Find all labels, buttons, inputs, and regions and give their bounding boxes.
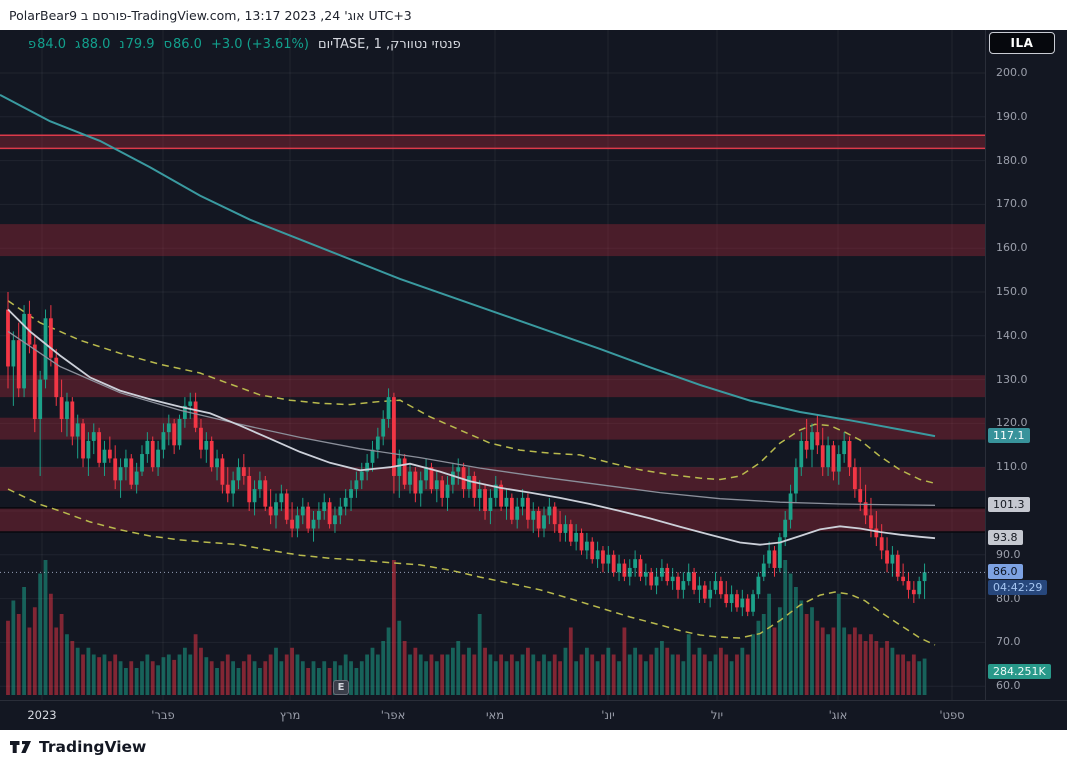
price-badge-countdown: 04:42:29 <box>988 580 1048 595</box>
price-badge-ma: 93.8 <box>988 530 1023 546</box>
legend-low-value: 79.9 <box>125 37 155 52</box>
legend-high: ג 88.0 <box>75 37 110 52</box>
legend-low: נ 79.9 <box>119 37 154 52</box>
supply-zones <box>0 134 985 533</box>
legend-open-key: פ <box>28 37 37 52</box>
price-tick: 110.0 <box>996 460 1028 474</box>
legend-high-key: ג <box>75 37 81 52</box>
legend-close-key: ס <box>163 37 172 52</box>
time-label: מאי <box>485 708 505 722</box>
time-label: 2023 <box>27 708 57 722</box>
price-tick: 90.0 <box>996 547 1021 561</box>
time-label: מרץ <box>279 708 301 722</box>
candlesticks <box>6 292 927 617</box>
attribution-published: פורסם ב-TradingView.com, <box>81 7 241 23</box>
symbol-badge[interactable]: ILA <box>989 32 1055 54</box>
chart-legend: פ 84.0 ג 88.0 נ 79.9 ס 86.0 +3.0 (+3.61%) פנ… <box>28 37 461 52</box>
earnings-marker[interactable]: E <box>333 680 349 695</box>
legend-open-value: 84.0 <box>37 37 67 52</box>
price-tick: 170.0 <box>996 197 1028 211</box>
price-tick: 190.0 <box>996 109 1028 123</box>
price-tick: 130.0 <box>996 372 1028 386</box>
legend-low-key: נ <box>119 37 125 52</box>
attribution-username: PolarBear9 <box>9 7 78 23</box>
price-tick: 120.0 <box>996 416 1028 430</box>
time-label: פבר' <box>151 708 175 722</box>
attribution-timezone: UTC+3 <box>368 7 412 23</box>
footer: TradingView <box>0 730 1067 763</box>
time-label: יונ' <box>601 708 615 722</box>
price-tick: 180.0 <box>996 153 1028 167</box>
time-axis[interactable]: 2023 פבר' מרץ אפר' מאי יונ' יול אוג' ספט' <box>0 700 1067 730</box>
tradingview-logo-icon[interactable] <box>10 739 32 755</box>
legend-close-value: 86.0 <box>173 37 202 52</box>
price-tick: 70.0 <box>996 635 1021 649</box>
attribution-year: 2023 <box>284 7 317 23</box>
legend-change: +3.0 (+3.61%) <box>210 37 309 52</box>
attribution-day: ,24 <box>320 7 341 23</box>
legend-open: פ 84.0 <box>28 37 66 52</box>
price-badge-last: 86.0 <box>988 564 1023 580</box>
price-chart-canvas[interactable] <box>0 30 985 700</box>
price-tick: 200.0 <box>996 66 1028 79</box>
time-label: יול <box>710 708 724 722</box>
attribution-month: אוג' <box>344 7 365 23</box>
moving-averages <box>0 94 936 546</box>
time-label: אפר' <box>380 708 406 722</box>
time-label: אוג' <box>828 708 848 722</box>
price-tick: 150.0 <box>996 285 1028 298</box>
symbol-title[interactable]: פנטזי נטוורק, TASE, 1יום <box>318 37 461 52</box>
time-label: ספט' <box>939 708 965 722</box>
price-tick: 160.0 <box>996 241 1028 255</box>
chart-pane[interactable]: פ 84.0 ג 88.0 נ 79.9 ס 86.0 +3.0 (+3.61%) פנ… <box>0 30 1067 700</box>
tradingview-brand[interactable]: TradingView <box>39 737 147 756</box>
volume-bars <box>6 560 927 695</box>
legend-high-value: 88.0 <box>81 37 111 52</box>
price-tick: 60.0 <box>996 679 1021 693</box>
volatility-channel <box>7 300 936 646</box>
price-tick: 140.0 <box>996 328 1028 342</box>
legend-close: ס 86.0 <box>164 37 202 52</box>
price-badge-volume: 284.251K <box>988 664 1051 679</box>
attribution-bar: PolarBear9 פורסם ב-TradingView.com, 13:1… <box>0 0 1067 30</box>
price-badge-ma-teal: 117.1 <box>988 428 1030 444</box>
attribution-time: 13:17 <box>244 7 281 23</box>
price-badge-ma-long: 101.3 <box>988 497 1030 513</box>
price-axis[interactable]: ILA 200.0 190.0 180.0 170.0 160.0 150.0 140.0 1… <box>985 30 1067 700</box>
